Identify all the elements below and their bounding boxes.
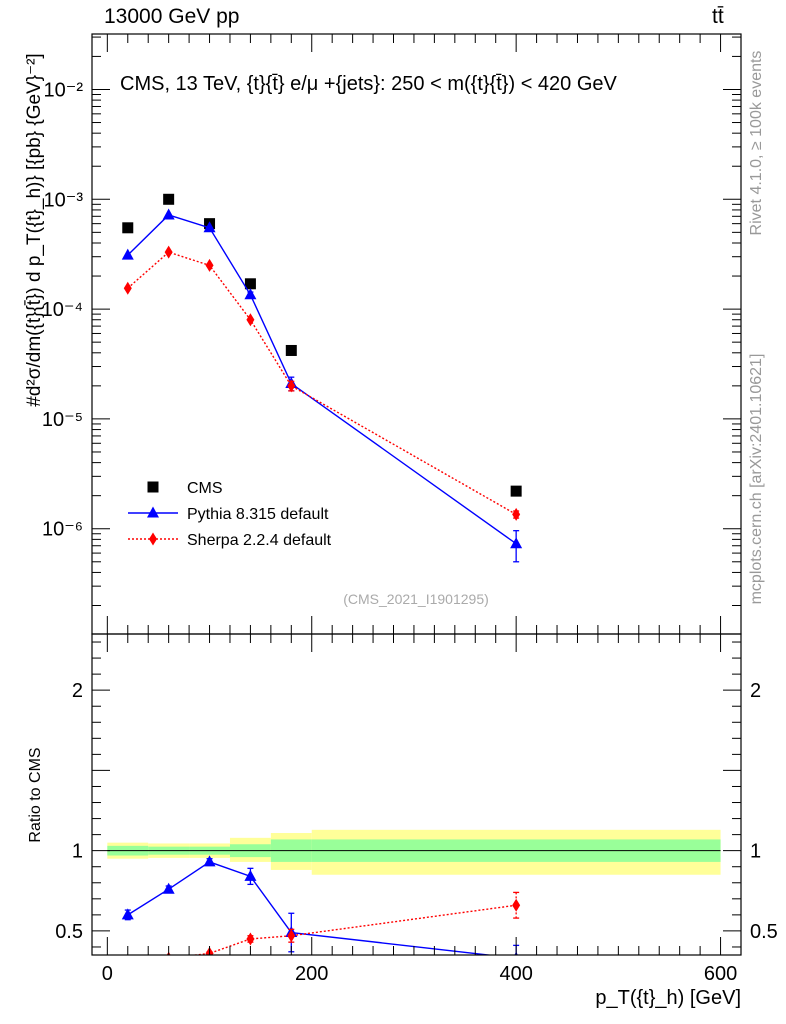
ratio-series-sherpa bbox=[124, 891, 521, 973]
series-line bbox=[127, 214, 517, 545]
legend-label: Pythia 8.315 default bbox=[187, 506, 329, 523]
x-axis-label: p_T({t}_h) [GeV] bbox=[595, 987, 741, 1009]
data-point bbox=[203, 221, 216, 233]
data-point bbox=[512, 507, 521, 521]
x-tick-label: 600 bbox=[704, 963, 737, 985]
ratio-frame bbox=[91, 633, 742, 956]
legend-marker bbox=[147, 506, 159, 518]
y-tick-label: 10⁻⁵ bbox=[42, 409, 83, 431]
data-point bbox=[510, 485, 522, 497]
main-plot-area bbox=[121, 193, 523, 563]
ratio-y-tick-label-right: 2 bbox=[750, 680, 761, 702]
series-line bbox=[127, 251, 517, 516]
data-point bbox=[287, 379, 296, 393]
ratio-point bbox=[124, 960, 132, 973]
plot-title: CMS, 13 TeV, {t}{t̄} e/μ +{jets}: 250 < … bbox=[120, 73, 618, 95]
header-right: tt̄ bbox=[712, 5, 724, 28]
y-tick-label: 10⁻³ bbox=[44, 189, 84, 211]
analysis-watermark: (CMS_2021_I1901295) bbox=[343, 591, 489, 607]
ratio-point bbox=[244, 869, 257, 881]
x-tick-label: 0 bbox=[102, 963, 113, 985]
ratio-point bbox=[287, 929, 296, 943]
y-tick-label: 10⁻⁴ bbox=[42, 299, 83, 321]
x-axis: 0 200 400 600 bbox=[102, 34, 737, 985]
data-point bbox=[510, 537, 523, 549]
ratio-line bbox=[127, 861, 495, 955]
legend: CMS Pythia 8.315 default Sherpa 2.2.4 defa… bbox=[128, 480, 332, 549]
data-point bbox=[164, 245, 173, 259]
data-point bbox=[162, 208, 175, 220]
data-point bbox=[121, 248, 134, 260]
series-sherpa bbox=[123, 245, 521, 521]
legend-marker bbox=[149, 532, 157, 546]
legend-label: CMS bbox=[187, 480, 223, 497]
ratio-y-tick-label: 2 bbox=[72, 680, 83, 702]
data-point bbox=[285, 344, 297, 356]
ratio-y-label: Ratio to CMS bbox=[27, 747, 44, 842]
ratio-plot-area bbox=[121, 855, 521, 973]
data-point bbox=[163, 193, 175, 205]
series-cms bbox=[122, 193, 522, 497]
ratio-point bbox=[121, 908, 134, 920]
ratio-y-tick-label-right: 0.5 bbox=[750, 921, 778, 943]
main-y-label: #d²σ/dm({t}{t̄}) d p_T({t}_h)} [{pb} {Ge… bbox=[24, 53, 45, 406]
x-tick-label: 400 bbox=[499, 963, 532, 985]
ratio-point bbox=[512, 898, 521, 912]
x-tick-label: 200 bbox=[295, 963, 328, 985]
data-point bbox=[122, 222, 134, 234]
y-tick-label: 10⁻² bbox=[44, 79, 84, 101]
legend-label: Sherpa 2.2.4 default bbox=[187, 532, 332, 549]
ratio-y-tick-label: 0.5 bbox=[55, 921, 83, 943]
ratio-point bbox=[246, 932, 255, 946]
header-left: 13000 GeV pp bbox=[104, 5, 240, 28]
data-point bbox=[244, 288, 257, 300]
ratio-y-tick-label-right: 1 bbox=[750, 841, 761, 863]
ratio-point bbox=[203, 855, 216, 867]
legend-marker bbox=[147, 481, 159, 493]
ratio-point bbox=[162, 882, 175, 894]
data-point bbox=[205, 258, 214, 272]
y-tick-label: 10⁻⁶ bbox=[42, 519, 83, 541]
ratio-bands bbox=[107, 829, 721, 875]
ratio-y-tick-label: 1 bbox=[72, 841, 83, 863]
main-y-axis: 10⁻⁶ 10⁻⁵ 10⁻⁴ 10⁻³ 10⁻² bbox=[42, 36, 741, 606]
data-point bbox=[244, 278, 256, 290]
ratio-y-axis: 0.5 0.5 1 1 2 2 bbox=[55, 641, 778, 948]
data-point bbox=[123, 281, 132, 295]
data-point bbox=[246, 313, 255, 327]
